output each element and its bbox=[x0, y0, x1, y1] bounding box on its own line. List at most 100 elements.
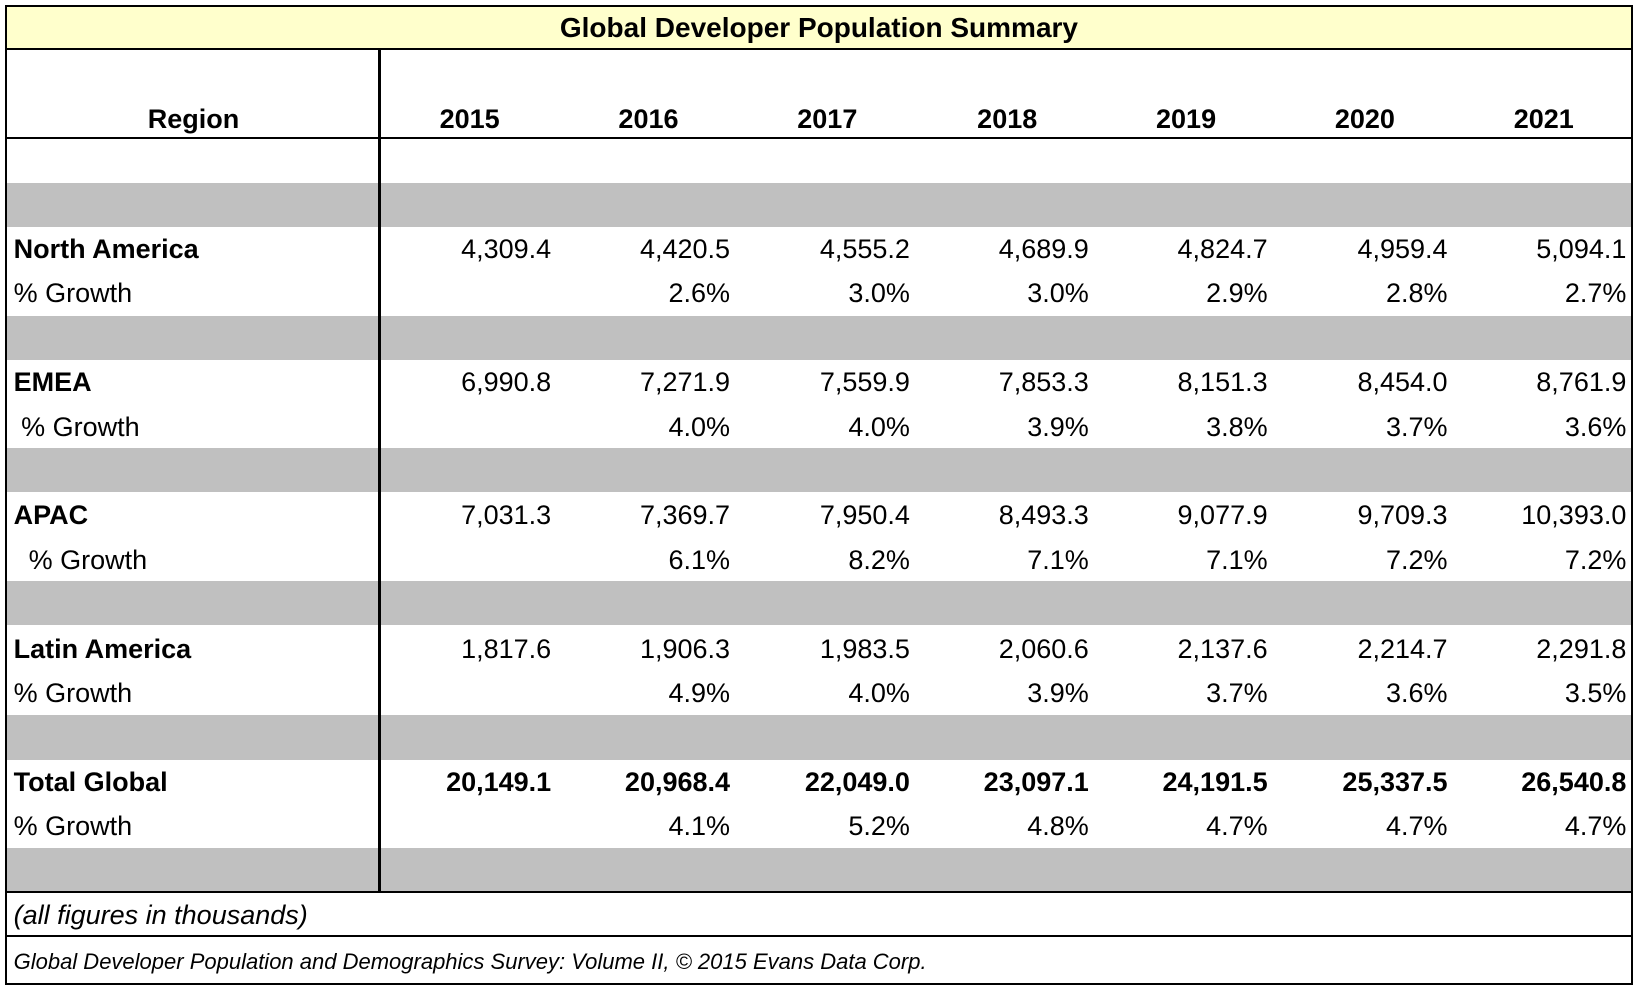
value-cell: 10,393.0 bbox=[1521, 500, 1627, 531]
value-cell: 8,493.3 bbox=[998, 500, 1089, 531]
separator-row bbox=[6, 183, 1632, 228]
value-cell: 2,214.7 bbox=[1357, 633, 1448, 664]
growth-cell: 4.0% bbox=[848, 411, 910, 442]
source: Global Developer Population and Demograp… bbox=[13, 948, 927, 974]
value-cell: 8,761.9 bbox=[1536, 367, 1627, 398]
separator-row bbox=[6, 448, 1632, 493]
growth-cell: 3.6% bbox=[1385, 677, 1448, 708]
column-header: 2021 bbox=[1513, 103, 1574, 134]
growth-cell: 3.7% bbox=[1206, 677, 1268, 708]
border-top bbox=[5, 5, 1633, 8]
growth-cell: 3.8% bbox=[1206, 411, 1268, 442]
value-cell: 23,097.1 bbox=[983, 766, 1089, 797]
value-cell: 1,817.6 bbox=[461, 633, 552, 664]
column-header: 2019 bbox=[1156, 103, 1217, 134]
border-right bbox=[1630, 5, 1633, 985]
value-cell: 26,540.8 bbox=[1521, 766, 1627, 797]
value-cell: 24,191.5 bbox=[1162, 766, 1268, 797]
growth-cell: 4.8% bbox=[1027, 810, 1089, 841]
border-bottom bbox=[5, 982, 1633, 985]
value-cell: 7,950.4 bbox=[819, 500, 910, 531]
value-cell: 1,906.3 bbox=[639, 633, 731, 664]
value-cell: 4,824.7 bbox=[1177, 234, 1268, 265]
growth-cell: 3.5% bbox=[1564, 677, 1627, 708]
value-cell: 2,137.6 bbox=[1177, 633, 1268, 664]
value-cell: 1,983.5 bbox=[819, 633, 910, 664]
header-rule bbox=[5, 136, 1633, 139]
growth-cell: 8.2% bbox=[848, 544, 910, 575]
value-cell: 4,959.4 bbox=[1357, 234, 1448, 265]
growth-cell: 7.1% bbox=[1027, 544, 1089, 575]
growth-label: % Growth bbox=[13, 544, 148, 575]
column-divider bbox=[377, 49, 381, 893]
value-cell: 7,853.3 bbox=[998, 367, 1089, 398]
growth-label: % Growth bbox=[13, 810, 133, 841]
column-header: 2018 bbox=[977, 103, 1038, 134]
growth-cell: 7.1% bbox=[1206, 544, 1268, 575]
row-label: EMEA bbox=[13, 367, 92, 398]
value-cell: 7,559.9 bbox=[819, 367, 910, 398]
title-band: Global Developer Population Summary bbox=[6, 6, 1632, 50]
table-bottom-rule bbox=[5, 891, 1633, 894]
growth-cell: 2.9% bbox=[1206, 278, 1268, 309]
note-rule bbox=[5, 935, 1633, 938]
growth-cell: 2.8% bbox=[1385, 278, 1448, 309]
value-cell: 20,149.1 bbox=[446, 766, 552, 797]
note: (all figures in thousands) bbox=[13, 900, 308, 931]
growth-cell: 5.2% bbox=[848, 810, 910, 841]
value-cell: 4,420.5 bbox=[639, 234, 731, 265]
row-label: APAC bbox=[13, 500, 89, 531]
growth-cell: 7.2% bbox=[1385, 544, 1448, 575]
row-label: North America bbox=[13, 234, 199, 265]
separator-row bbox=[6, 315, 1632, 360]
value-cell: 20,968.4 bbox=[624, 766, 731, 797]
growth-cell: 4.7% bbox=[1206, 810, 1268, 841]
value-cell: 4,689.9 bbox=[998, 234, 1089, 265]
value-cell: 2,060.6 bbox=[998, 633, 1089, 664]
value-cell: 4,309.4 bbox=[461, 234, 552, 265]
value-cell: 7,271.9 bbox=[639, 367, 731, 398]
growth-cell: 6.1% bbox=[668, 544, 731, 575]
growth-cell: 4.0% bbox=[668, 411, 731, 442]
growth-label: % Growth bbox=[13, 411, 140, 442]
separator-row bbox=[6, 848, 1632, 893]
value-cell: 9,077.9 bbox=[1177, 500, 1268, 531]
growth-cell: 2.6% bbox=[668, 278, 731, 309]
column-header: 2015 bbox=[439, 103, 500, 134]
growth-cell: 3.7% bbox=[1385, 411, 1448, 442]
column-header: 2020 bbox=[1334, 103, 1395, 134]
growth-cell: 4.7% bbox=[1385, 810, 1448, 841]
value-cell: 9,709.3 bbox=[1357, 500, 1448, 531]
growth-cell: 3.0% bbox=[1027, 278, 1089, 309]
row-label: Latin America bbox=[13, 633, 192, 664]
value-cell: 7,031.3 bbox=[461, 500, 552, 531]
column-header: 2016 bbox=[618, 103, 679, 134]
value-cell: 2,291.8 bbox=[1536, 633, 1627, 664]
growth-cell: 4.0% bbox=[848, 677, 910, 708]
growth-label: % Growth bbox=[13, 278, 133, 309]
growth-cell: 3.9% bbox=[1027, 411, 1089, 442]
value-cell: 6,990.8 bbox=[461, 367, 552, 398]
value-cell: 4,555.2 bbox=[819, 234, 910, 265]
column-header: Region bbox=[147, 103, 240, 134]
value-cell: 5,094.1 bbox=[1536, 234, 1627, 265]
growth-cell: 7.2% bbox=[1564, 544, 1627, 575]
title-rule bbox=[5, 48, 1633, 51]
growth-cell: 3.6% bbox=[1564, 411, 1627, 442]
column-header: 2017 bbox=[797, 103, 858, 134]
growth-cell: 2.7% bbox=[1564, 278, 1627, 309]
growth-label: % Growth bbox=[13, 677, 133, 708]
growth-cell: 4.7% bbox=[1564, 810, 1627, 841]
value-cell: 25,337.5 bbox=[1342, 766, 1448, 797]
growth-cell: 3.9% bbox=[1027, 677, 1089, 708]
row-label: Total Global bbox=[13, 766, 168, 797]
growth-cell: 3.0% bbox=[848, 278, 910, 309]
growth-cell: 4.9% bbox=[668, 677, 731, 708]
border-left bbox=[5, 5, 8, 985]
value-cell: 7,369.7 bbox=[639, 500, 731, 531]
value-cell: 8,151.3 bbox=[1177, 367, 1268, 398]
value-cell: 8,454.0 bbox=[1357, 367, 1448, 398]
growth-cell: 4.1% bbox=[668, 810, 731, 841]
separator-row bbox=[6, 580, 1632, 625]
